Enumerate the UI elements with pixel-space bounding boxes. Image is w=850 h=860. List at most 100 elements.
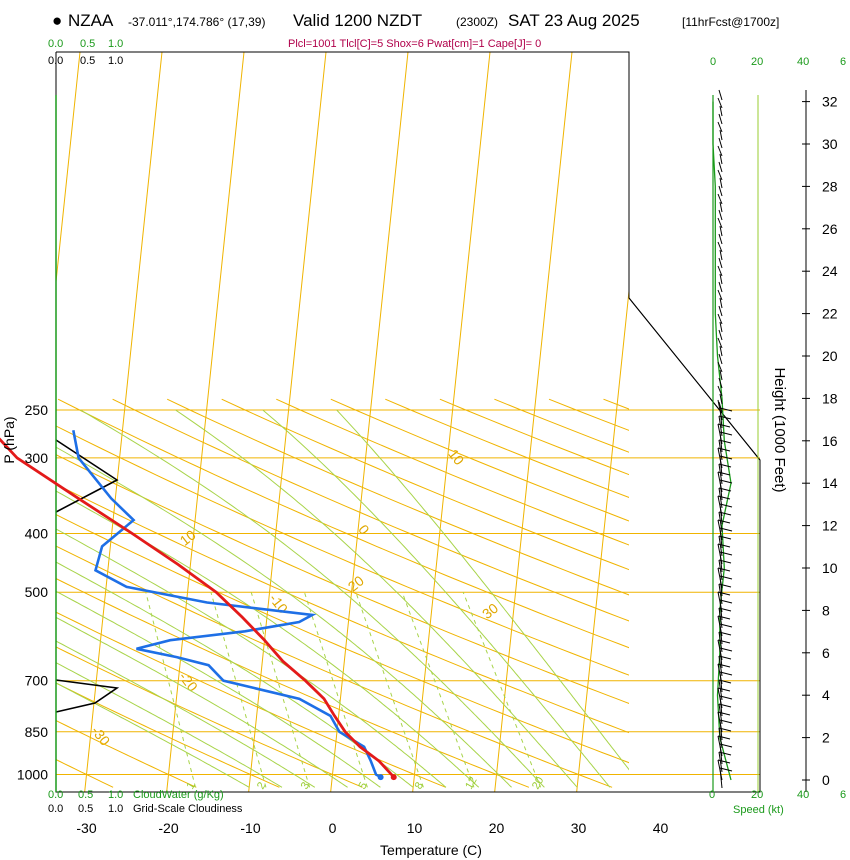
cloudiness-top-tick-0: 0.0	[48, 55, 63, 67]
wind-barb-flag	[718, 463, 732, 468]
surface-dewpoint-marker	[377, 774, 384, 781]
dry-adiabat-line	[112, 398, 629, 622]
dry-adiabat-line	[56, 425, 629, 676]
pressure-tick-300: 300	[25, 450, 49, 466]
zulu-time: (2300Z)	[456, 15, 498, 29]
pressure-tick-250: 250	[25, 402, 49, 418]
height-axis-label: Height (1000 Feet)	[771, 367, 788, 492]
wind-barb-flag	[717, 711, 731, 716]
wind-barb-flag	[719, 527, 733, 532]
wind-barb-flag	[718, 631, 732, 636]
dry-adiabat-line	[56, 720, 197, 788]
wind-barb-flag	[717, 663, 731, 668]
wind-barb-flag	[718, 535, 732, 540]
cloudwater-tick-0: 0.0	[48, 789, 63, 801]
wind-barb-shaft	[718, 209, 723, 221]
wind-barb-flag	[719, 767, 733, 772]
height-tick-22: 22	[822, 306, 838, 322]
wind-barb-flag	[718, 487, 732, 492]
wind-barbs	[717, 89, 733, 789]
isotherm-line	[494, 52, 573, 792]
moist-adiabat-line	[262, 409, 611, 788]
pressure-tick-700: 700	[25, 673, 49, 689]
wind-barb-flag	[719, 431, 733, 436]
isotherm-line	[56, 52, 81, 287]
wind-barb-shaft	[718, 233, 723, 245]
moist-adiabat-line	[80, 409, 545, 788]
temperature-tick: -20	[158, 820, 178, 836]
wind-barb-flag	[718, 415, 732, 420]
wind-barb-flag	[717, 543, 731, 548]
wind-barb-flag	[717, 639, 731, 644]
mixing-ratio-line	[250, 592, 311, 788]
moist-adiabat-line	[336, 409, 629, 771]
wind-barb-flag	[718, 607, 732, 612]
wind-barb-shaft	[718, 137, 723, 149]
speed-tick-0: 0	[709, 789, 715, 801]
isotherm-label: -30	[88, 723, 113, 749]
mixing-ratio-label: 12	[463, 775, 480, 792]
wind-barb-shaft	[718, 281, 723, 293]
wind-barb-shaft	[718, 161, 723, 173]
temperature-tick: 20	[489, 820, 505, 836]
height-tick-18: 18	[822, 390, 838, 406]
dewpoint-line	[72, 429, 382, 779]
wind-barb-flag	[719, 599, 733, 604]
cloudiness-tick-0: 0.0	[48, 803, 63, 815]
station-name: NZAA	[68, 11, 114, 30]
dry-adiabat-line	[56, 646, 363, 788]
wind-barb-flag	[717, 447, 731, 452]
wind-barb-shaft	[719, 369, 723, 381]
moist-adiabat-line	[56, 528, 447, 788]
wind-barb-shaft	[719, 225, 723, 237]
pressure-tick-400: 400	[25, 526, 49, 542]
mixing-ratio-line	[462, 592, 542, 788]
cloudiness-tick-1: 0.5	[78, 803, 93, 815]
isotherm-label: -20	[176, 669, 201, 695]
wind-barb-shaft	[718, 185, 723, 197]
cloudwater-tick-2: 1.0	[108, 789, 123, 801]
dry-adiabat-line	[56, 682, 280, 788]
wind-barb-flag	[717, 591, 731, 596]
height-tick-12: 12	[822, 518, 838, 534]
moist-adiabat-line	[56, 662, 283, 788]
wind-barb-flag	[719, 743, 733, 748]
wind-barb-shaft	[718, 89, 723, 101]
moist-adiabat-line	[56, 640, 316, 788]
temperature-axis-labels: -30 -20 -10 0 10 20 30 40	[76, 820, 668, 836]
wind-barb-flag	[718, 727, 732, 732]
mixing-ratio-line	[355, 592, 424, 788]
wind-barb-shaft	[718, 257, 723, 269]
wind-barb-shaft	[717, 265, 723, 277]
height-tick-24: 24	[822, 263, 838, 279]
wind-barb-shaft	[719, 767, 723, 789]
wind-barb-flag	[719, 479, 733, 484]
wind-barb-shaft	[719, 393, 723, 405]
cloudiness-trace-upper	[55, 439, 119, 513]
dry-adiabat-line	[57, 398, 629, 649]
temperature-tick: 10	[407, 820, 423, 836]
mixing-ratio-label: 3	[299, 780, 312, 791]
height-tick-32: 32	[822, 94, 838, 110]
isobar-lines	[56, 409, 760, 775]
sounding-params: Plcl=1001 Tlcl[C]=5 Shox=6 Pwat[cm]=1 Ca…	[288, 38, 541, 50]
forecast-hour: [11hrFcst@1700z]	[682, 15, 779, 29]
wind-barb-shaft	[717, 97, 723, 109]
dry-adiabat-label: 0	[23, 487, 39, 505]
wind-barb-flag	[718, 559, 732, 564]
cloudiness-label: Grid-Scale Cloudiness	[133, 803, 243, 815]
wind-barb-shaft	[717, 289, 723, 301]
speed-tick-1: 20	[751, 789, 763, 801]
mixing-ratio-label: 20	[530, 775, 547, 792]
mixing-ratio-label: 8	[413, 780, 426, 791]
pressure-tick-850: 850	[25, 724, 49, 740]
wind-barb-flag	[717, 495, 731, 500]
dry-adiabat-label: 20	[345, 572, 367, 594]
x-axis-label: Temperature (C)	[380, 842, 482, 858]
wind-barb-flag	[717, 471, 731, 476]
wind-barb-shaft	[719, 129, 723, 141]
dry-adiabat-label: 30	[479, 600, 501, 622]
wind-barb-shaft	[717, 169, 723, 181]
pressure-tick-500: 500	[25, 584, 49, 600]
